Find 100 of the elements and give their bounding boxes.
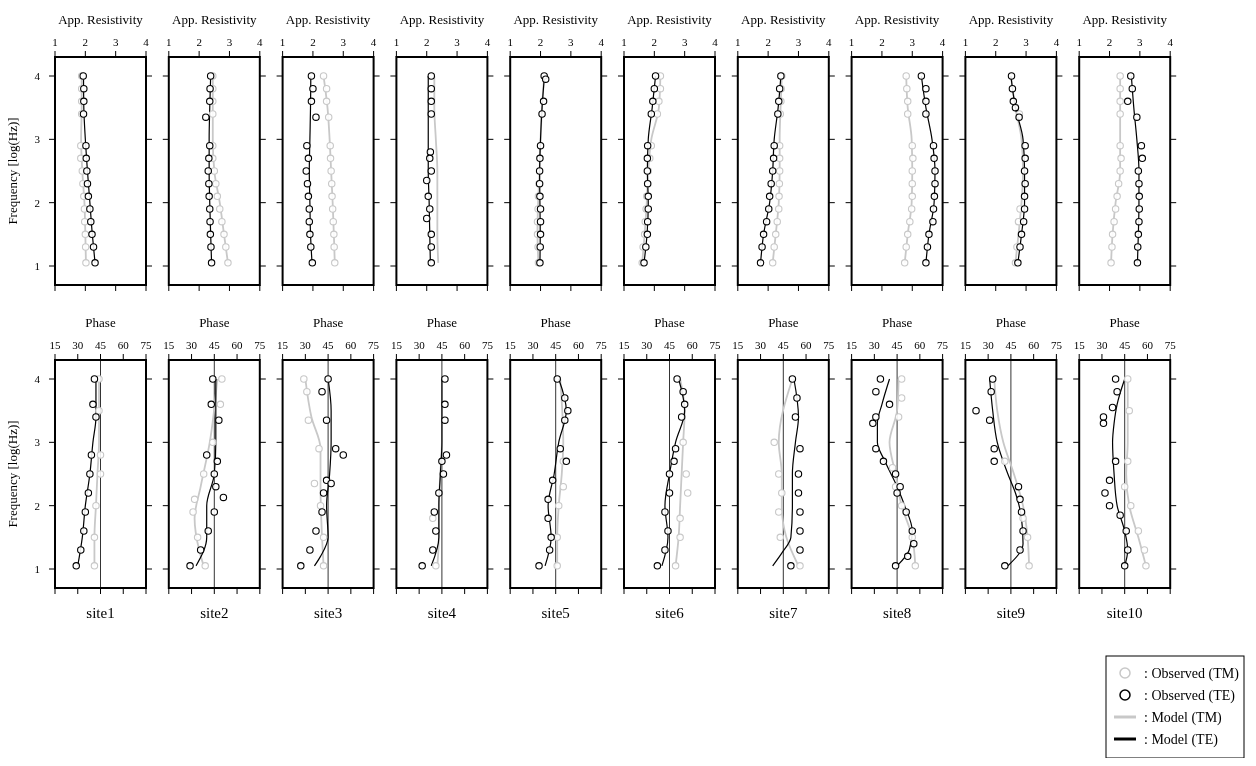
x-tick-label: 3	[1023, 36, 1030, 48]
x-tick-label: 75	[368, 339, 380, 351]
x-tick-label: 4	[370, 36, 377, 48]
x-axis-title: Phase	[995, 315, 1027, 330]
x-tick-label: 15	[163, 339, 175, 351]
x-tick-label: 60	[459, 339, 471, 351]
x-tick-label: 15	[959, 339, 972, 351]
x-tick-label: 30	[1096, 339, 1108, 351]
x-axis-title: App. Resistivity	[285, 12, 371, 27]
x-tick-label: 60	[1028, 339, 1040, 351]
x-tick-label: 4	[598, 36, 605, 48]
y-tick-label: 2	[34, 196, 40, 209]
x-tick-label: 2	[537, 36, 544, 48]
x-axis-title: App. Resistivity	[172, 12, 258, 27]
x-tick-label: 4	[143, 36, 150, 48]
x-tick-label: 3	[226, 36, 233, 48]
x-tick-label: 3	[454, 36, 461, 48]
x-tick-label: 75	[823, 339, 835, 351]
x-tick-label: 1	[848, 36, 855, 48]
x-axis-title: Phase	[1109, 315, 1141, 330]
x-tick-label: 4	[1167, 36, 1174, 48]
x-tick-label: 1	[166, 36, 172, 48]
x-tick-label: 2	[196, 36, 202, 48]
x-tick-label: 1	[279, 36, 286, 48]
y-axis-title: Frequency [log(Hz)]	[5, 420, 20, 528]
x-tick-label: 75	[709, 339, 721, 351]
legend-label: : Observed (TM)	[1144, 666, 1240, 682]
text: site7	[769, 605, 798, 621]
text: site9	[996, 605, 1026, 621]
x-tick-label: 30	[72, 339, 84, 351]
x-axis-title: Phase	[540, 315, 572, 330]
x-axis-title: Phase	[199, 315, 230, 330]
x-tick-label: 15	[618, 339, 630, 351]
x-tick-label: 60	[117, 339, 130, 351]
x-tick-label: 1	[621, 36, 627, 48]
x-tick-label: 4	[939, 36, 946, 48]
x-tick-label: 30	[186, 339, 198, 351]
x-tick-label: 30	[299, 339, 312, 351]
text: site5	[541, 605, 570, 621]
x-tick-label: 2	[82, 36, 89, 48]
text: site1	[86, 605, 115, 621]
x-tick-label: 4	[1053, 36, 1060, 48]
x-tick-label: 60	[345, 339, 357, 351]
x-tick-label: 60	[914, 339, 926, 351]
text: site10	[1106, 605, 1143, 621]
x-tick-label: 15	[277, 339, 289, 351]
x-tick-label: 1	[962, 36, 969, 48]
x-tick-label: 3	[909, 36, 916, 48]
x-tick-label: 3	[340, 36, 347, 48]
x-tick-label: 4	[257, 36, 264, 48]
x-tick-label: 1	[52, 36, 58, 48]
x-tick-label: 15	[846, 339, 858, 351]
x-tick-label: 60	[231, 339, 244, 351]
x-tick-label: 45	[322, 339, 335, 351]
x-axis-title: Phase	[654, 315, 685, 330]
x-axis-title: Phase	[768, 315, 799, 330]
legend-label: : Model (TE)	[1144, 732, 1219, 748]
x-tick-label: 45	[1005, 339, 1017, 351]
x-axis-title: Phase	[85, 315, 116, 330]
x-axis-title: App. Resistivity	[1082, 12, 1168, 27]
x-tick-label: 30	[755, 339, 767, 351]
x-tick-label: 75	[595, 339, 608, 351]
x-tick-label: 3	[568, 36, 575, 48]
x-tick-label: 3	[681, 36, 688, 48]
x-axis-title: Phase	[312, 315, 344, 330]
x-tick-label: 2	[765, 36, 771, 48]
x-tick-label: 2	[879, 36, 885, 48]
x-axis-title: Phase	[881, 315, 913, 330]
x-tick-label: 75	[937, 339, 949, 351]
x-tick-label: 45	[436, 339, 448, 351]
x-tick-label: 15	[732, 339, 744, 351]
text: site3	[313, 605, 343, 621]
y-tick-label: 4	[34, 373, 41, 385]
x-tick-label: 60	[572, 339, 585, 351]
x-tick-label: 4	[712, 36, 719, 48]
y-tick-label: 3	[34, 436, 41, 449]
x-tick-label: 3	[1137, 36, 1144, 48]
x-tick-label: 75	[481, 339, 494, 351]
x-tick-label: 2	[423, 36, 430, 48]
x-axis-title: Phase	[426, 315, 458, 330]
x-tick-label: 15	[390, 339, 403, 351]
x-tick-label: 30	[641, 339, 653, 351]
x-axis-title: App. Resistivity	[741, 12, 827, 27]
x-tick-label: 45	[550, 339, 562, 351]
x-tick-label: 45	[208, 339, 221, 351]
x-tick-label: 60	[686, 339, 699, 351]
x-tick-label: 30	[413, 339, 426, 351]
y-tick-label: 1	[34, 563, 40, 575]
x-tick-label: 30	[527, 339, 539, 351]
x-tick-label: 2	[1106, 36, 1113, 48]
legend-label: : Model (TM)	[1144, 710, 1223, 726]
y-axis-title: Frequency [log(Hz)]	[5, 117, 20, 225]
x-axis-title: App. Resistivity	[854, 12, 940, 27]
y-tick-label: 4	[34, 70, 41, 82]
x-tick-label: 60	[1141, 339, 1154, 351]
x-tick-label: 45	[891, 339, 904, 351]
x-tick-label: 3	[112, 36, 119, 48]
x-tick-label: 15	[49, 339, 61, 351]
x-tick-label: 60	[800, 339, 813, 351]
y-tick-label: 3	[34, 133, 41, 146]
